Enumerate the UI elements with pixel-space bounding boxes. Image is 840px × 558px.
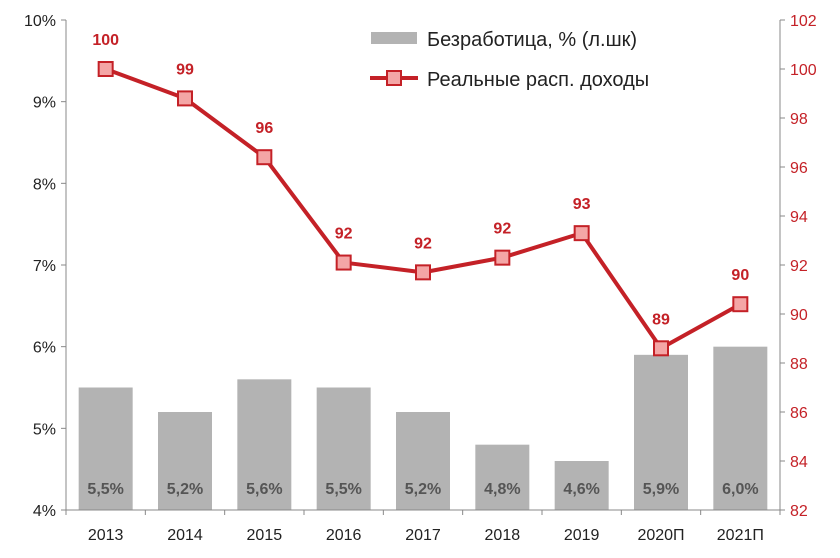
x-axis-ticks: 2013 2014 2015 2016 2017 2018 2019 2020П 2021П [65, 510, 781, 544]
left-tick-label: 10% [24, 13, 56, 30]
income-point-2018 [494, 249, 511, 266]
right-tick-label: 90 [790, 307, 808, 324]
legend-label-line: Реальные расп. доходы [427, 69, 649, 91]
left-tick-label: 9% [33, 95, 56, 112]
bar-label-2013: 5,5% [87, 481, 123, 498]
right-tick-label: 92 [790, 258, 808, 275]
x-tick-label: 2019 [564, 527, 600, 544]
x-tick-label: 2014 [167, 527, 203, 544]
bar-2018 [475, 444, 530, 510]
line-series-real-income [97, 61, 749, 357]
bar-data-labels: 5,5% 5,2% 5,6% 5,5% 5,2% 4,8% 4,6% 5,9% 6,0% [87, 481, 758, 498]
left-tick-label: 4% [33, 503, 56, 520]
bar-label-2019: 4,6% [563, 481, 599, 498]
bar-label-2016: 5,5% [325, 481, 361, 498]
income-label-2018: 92 [493, 221, 511, 238]
income-label-2021П: 90 [731, 267, 749, 284]
income-point-2020П [653, 340, 669, 357]
left-tick-label: 6% [33, 340, 56, 357]
left-tick-label: 5% [33, 421, 56, 438]
left-tick-label: 7% [33, 258, 56, 275]
income-point-2017 [415, 264, 431, 281]
left-axis-ticks: 4% 5% 6% 7% 8% 9% 10% [24, 13, 66, 520]
income-line-path [104, 67, 742, 351]
bar-label-2014: 5,2% [167, 481, 203, 498]
x-tick-label: 2018 [485, 527, 521, 544]
income-point-2016 [335, 254, 352, 271]
bar-series-unemployment [78, 346, 768, 510]
income-point-2013 [97, 61, 114, 77]
income-point-2014 [177, 90, 193, 107]
left-tick-label: 8% [33, 176, 56, 193]
income-label-2016: 92 [335, 226, 353, 243]
bar-label-2020П: 5,9% [643, 481, 679, 498]
right-tick-label: 86 [790, 405, 808, 422]
income-label-2020П: 89 [652, 311, 670, 328]
income-label-2017: 92 [414, 235, 432, 252]
bar-2021П [713, 346, 768, 510]
bar-label-2017: 5,2% [405, 481, 441, 498]
right-tick-label: 96 [790, 160, 808, 177]
x-tick-label: 2017 [405, 527, 441, 544]
x-tick-label: 2016 [326, 527, 362, 544]
x-tick-label: 2015 [247, 527, 283, 544]
x-tick-label: 2013 [88, 527, 124, 544]
income-point-2019 [573, 225, 590, 242]
income-label-2019: 93 [573, 196, 591, 213]
right-tick-label: 94 [790, 209, 808, 226]
bar-2019 [554, 461, 609, 510]
right-tick-label: 82 [790, 503, 808, 520]
income-point-2015 [256, 149, 273, 166]
right-tick-label: 88 [790, 356, 808, 373]
right-axis-ticks: 82 84 86 88 90 92 94 96 98 100 102 [780, 13, 817, 520]
right-tick-label: 98 [790, 111, 808, 128]
x-tick-label: 2020П [637, 527, 684, 544]
income-label-2015: 96 [255, 120, 273, 137]
right-tick-label: 102 [790, 13, 817, 30]
right-tick-label: 84 [790, 454, 808, 471]
bar-2015 [237, 379, 292, 510]
bar-2020П [634, 354, 688, 510]
bar-label-2021П: 6,0% [722, 481, 758, 498]
legend: Безработица, % (л.шк) Реальные расп. дох… [370, 29, 649, 91]
line-data-labels: 100 99 96 92 92 92 93 89 90 [92, 32, 749, 328]
bar-2016 [316, 387, 371, 510]
income-label-2014: 99 [176, 61, 194, 78]
bar-label-2015: 5,6% [246, 481, 282, 498]
right-tick-label: 100 [790, 62, 817, 79]
x-tick-label: 2021П [717, 527, 764, 544]
bar-label-2018: 4,8% [484, 481, 520, 498]
bar-2017 [396, 412, 450, 510]
legend-swatch-bar [371, 32, 417, 44]
income-point-2021П [732, 296, 749, 313]
legend-label-bar: Безработица, % (л.шк) [427, 29, 637, 51]
income-label-2013: 100 [92, 32, 119, 49]
bar-2013 [78, 387, 133, 510]
bar-2014 [158, 412, 212, 510]
legend-marker [386, 70, 402, 86]
